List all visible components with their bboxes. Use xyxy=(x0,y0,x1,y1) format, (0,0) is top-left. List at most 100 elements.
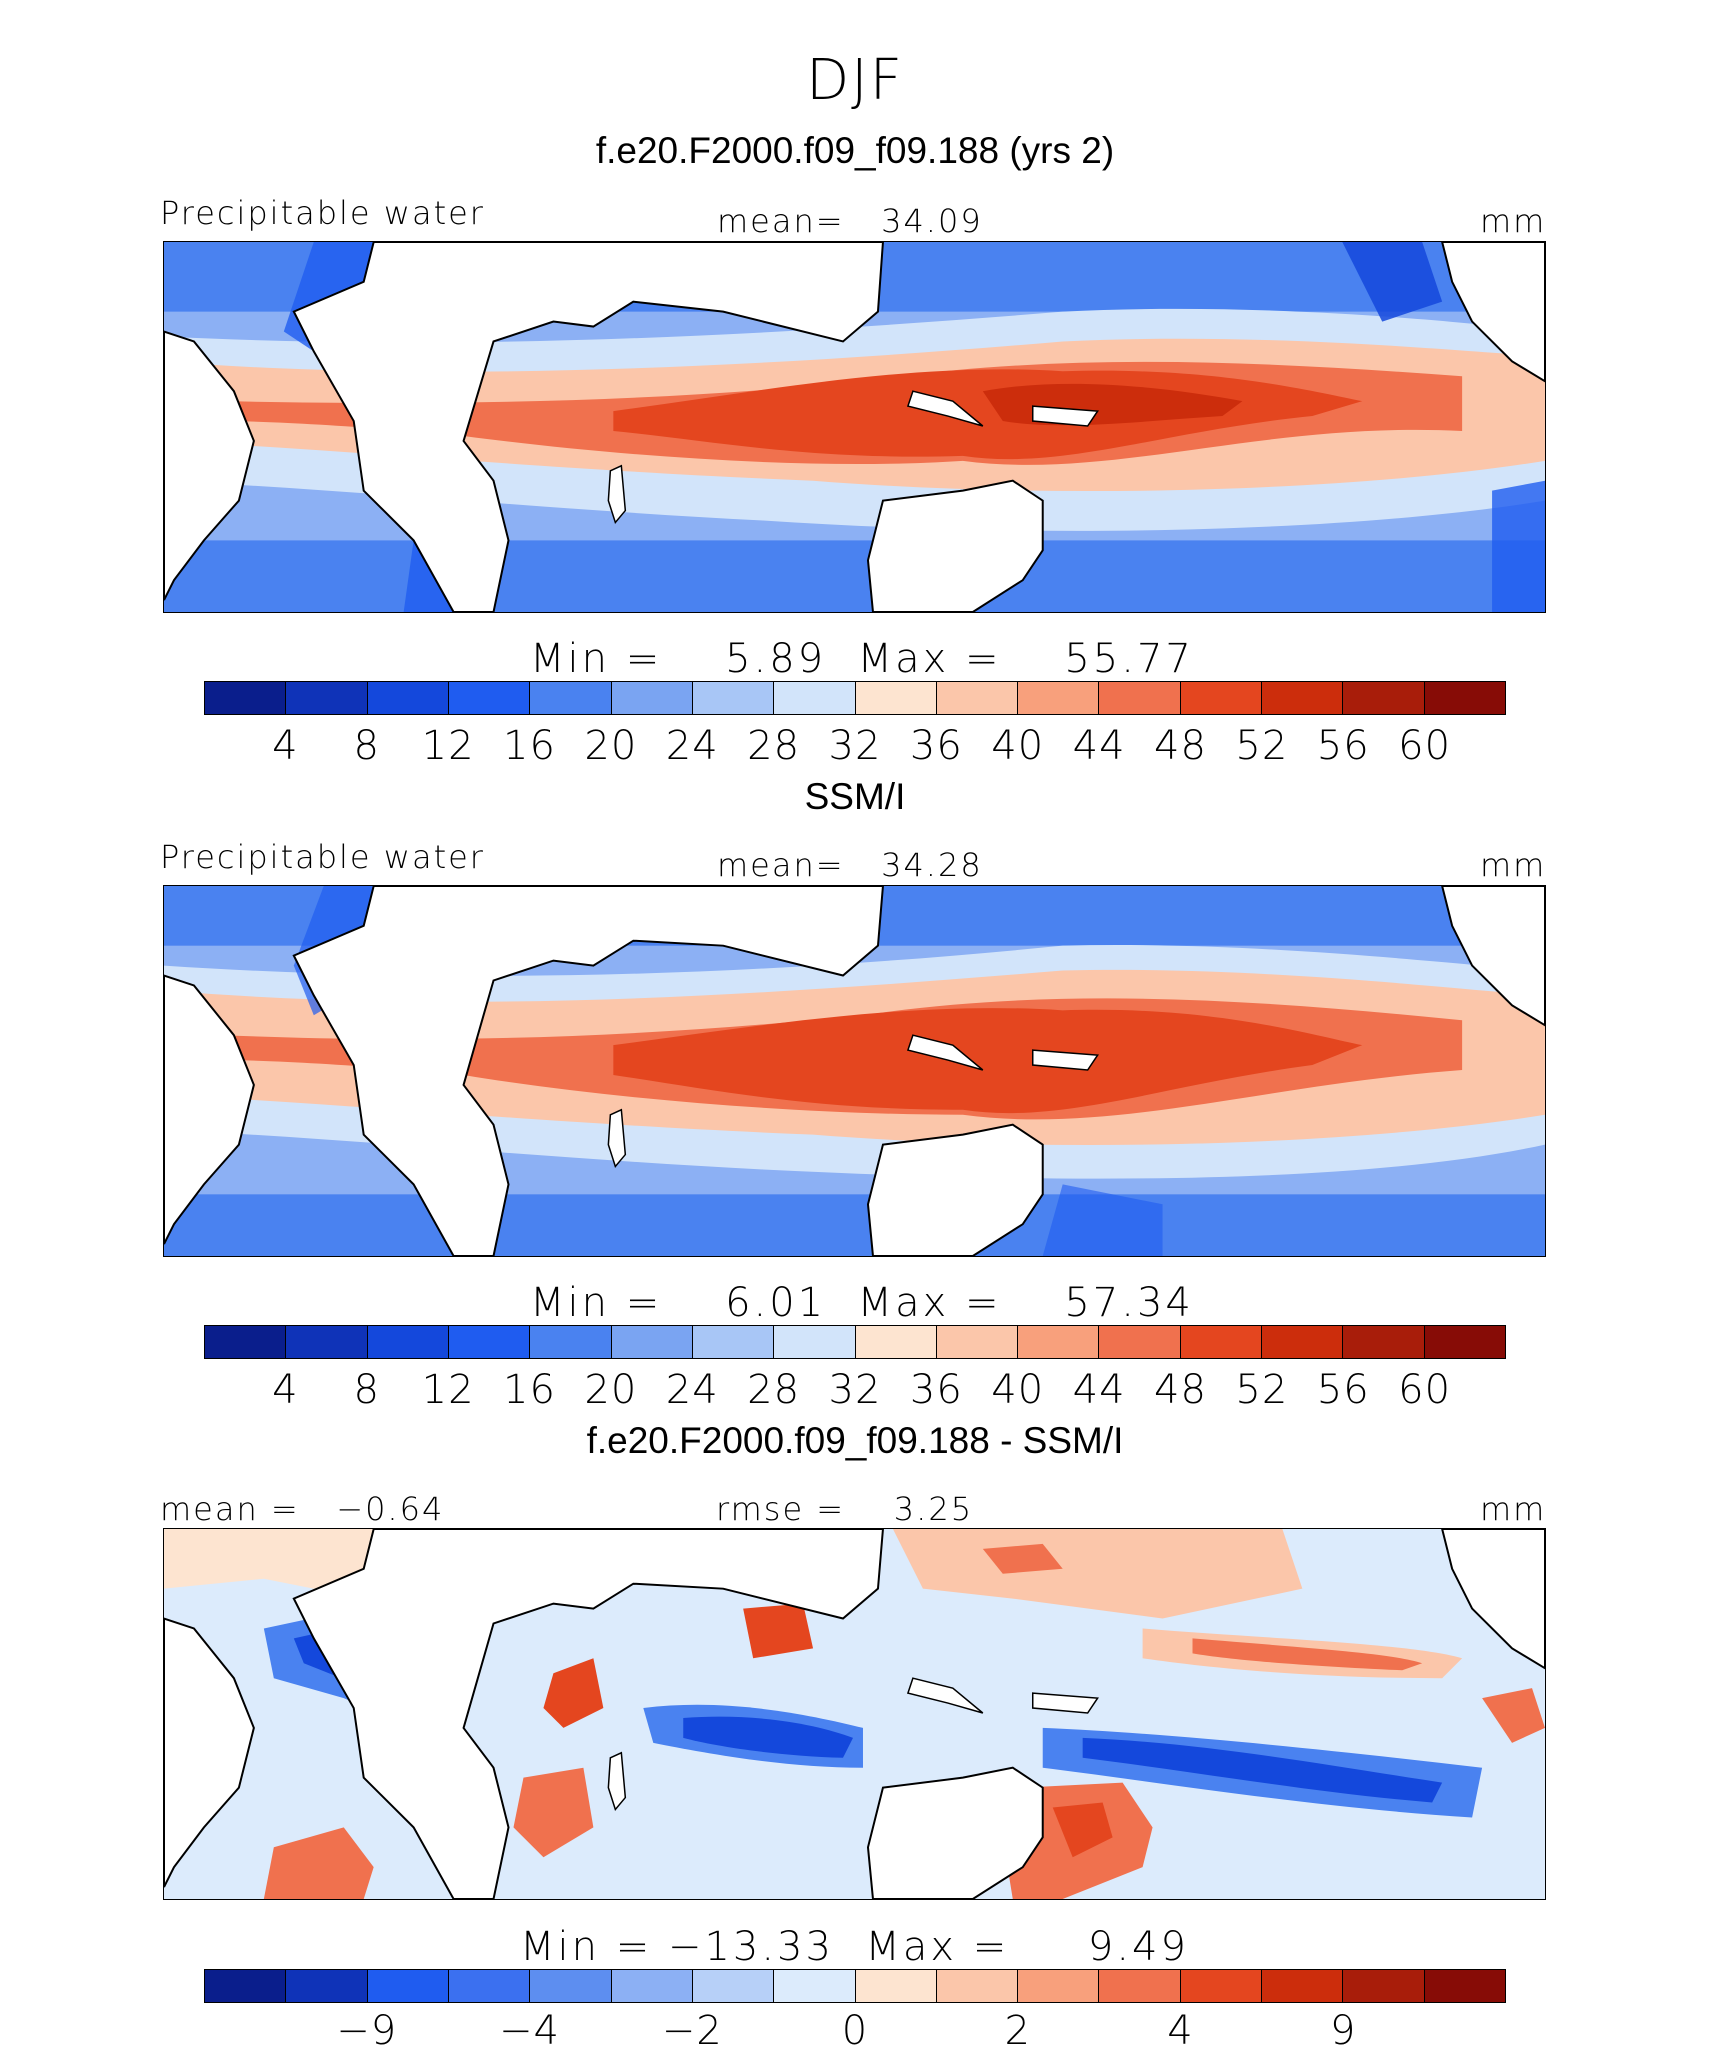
panel3-minmax: Min = −13.33 Max = 9.49 xyxy=(520,1924,1189,1970)
colorbar-swatch xyxy=(1180,682,1263,714)
panel3-units: mm xyxy=(1480,1490,1547,1528)
colorbar-tick-label: 16 xyxy=(503,1367,556,1413)
colorbar-swatch xyxy=(855,1970,937,2002)
figure-title: DJF xyxy=(806,48,904,113)
panel1-map-field xyxy=(164,242,1545,612)
panel2-minmax: Min = 6.01 Max = 57.34 xyxy=(530,1280,1194,1326)
colorbar-swatch xyxy=(286,1326,368,1358)
colorbar-swatch xyxy=(1424,1326,1505,1358)
colorbar-swatch xyxy=(936,1970,1019,2002)
colorbar-tick-label: 24 xyxy=(665,723,719,769)
colorbar-tick-label: 9 xyxy=(1330,2008,1357,2054)
colorbar-swatch xyxy=(774,1970,856,2002)
colorbar-swatch xyxy=(692,1970,775,2002)
colorbar-tick-label: 8 xyxy=(353,723,380,769)
colorbar-swatch xyxy=(1262,1970,1344,2002)
panel2-variable-label: Precipitable water xyxy=(160,838,485,876)
colorbar-swatch xyxy=(448,1326,531,1358)
colorbar-tick-label: −4 xyxy=(499,2008,560,2054)
colorbar-swatch xyxy=(1099,1970,1181,2002)
colorbar-tick-label: 20 xyxy=(584,1367,638,1413)
colorbar-tick-label: 2 xyxy=(1004,2008,1031,2054)
colorbar-swatch xyxy=(936,682,1019,714)
colorbar-swatch xyxy=(1343,682,1425,714)
colorbar-tick-label: 40 xyxy=(991,723,1045,769)
panel3-map xyxy=(163,1528,1546,1900)
colorbar-swatch xyxy=(855,682,937,714)
panel2-units: mm xyxy=(1480,846,1547,884)
colorbar-swatch xyxy=(611,1970,693,2002)
colorbar-swatch xyxy=(1424,682,1505,714)
colorbar-swatch xyxy=(367,1970,449,2002)
panel1-title: f.e20.F2000.f09_f09.188 (yrs 2) xyxy=(595,130,1115,171)
panel2-colorbar xyxy=(204,1325,1506,1359)
colorbar-tick-label: 32 xyxy=(828,1367,882,1413)
colorbar-swatch xyxy=(1343,1326,1425,1358)
panel2-mean-label: mean= 34.28 xyxy=(717,846,983,884)
colorbar-swatch xyxy=(1018,682,1100,714)
colorbar-tick-label: 44 xyxy=(1072,723,1126,769)
colorbar-tick-label: 20 xyxy=(584,723,638,769)
panel2-title: SSM/I xyxy=(804,776,906,817)
colorbar-swatch xyxy=(205,1970,287,2002)
colorbar-swatch xyxy=(530,1326,612,1358)
colorbar-swatch xyxy=(367,682,449,714)
colorbar-swatch xyxy=(1262,1326,1344,1358)
colorbar-tick-label: 8 xyxy=(353,1367,380,1413)
panel3-rmse-label: rmse = 3.25 xyxy=(716,1490,974,1528)
colorbar-tick-label: 60 xyxy=(1398,723,1452,769)
colorbar-tick-label: 60 xyxy=(1398,1367,1452,1413)
colorbar-tick-label: 36 xyxy=(909,723,963,769)
colorbar-tick-label: −9 xyxy=(336,2008,398,2054)
colorbar-tick-label: 40 xyxy=(991,1367,1045,1413)
panel1-mean-label: mean= 34.09 xyxy=(717,202,983,240)
colorbar-tick-label: 52 xyxy=(1235,1367,1289,1413)
colorbar-swatch xyxy=(1180,1970,1263,2002)
panel1-variable-label: Precipitable water xyxy=(160,194,485,232)
colorbar-tick-label: 12 xyxy=(421,1367,475,1413)
panel2-map xyxy=(163,885,1546,1257)
colorbar-swatch xyxy=(286,682,368,714)
panel3-mean-label: mean = −0.64 xyxy=(160,1490,445,1528)
colorbar-tick-label: 56 xyxy=(1316,1367,1370,1413)
colorbar-tick-label: 32 xyxy=(828,723,882,769)
colorbar-tick-label: 16 xyxy=(503,723,556,769)
colorbar-swatch xyxy=(1180,1326,1263,1358)
colorbar-swatch xyxy=(1424,1970,1505,2002)
colorbar-tick-label: 48 xyxy=(1154,723,1207,769)
colorbar-swatch xyxy=(530,682,612,714)
panel1-colorbar xyxy=(204,681,1506,715)
panel1-map xyxy=(163,241,1546,613)
panel2-map-field xyxy=(164,886,1545,1256)
colorbar-tick-label: 28 xyxy=(747,723,801,769)
panel1-units: mm xyxy=(1480,202,1547,240)
colorbar-tick-label: 48 xyxy=(1154,1367,1207,1413)
colorbar-swatch xyxy=(692,1326,775,1358)
colorbar-swatch xyxy=(448,682,531,714)
colorbar-tick-label: 28 xyxy=(747,1367,801,1413)
colorbar-tick-label: 44 xyxy=(1072,1367,1126,1413)
panel3-colorbar xyxy=(204,1969,1506,2003)
colorbar-swatch xyxy=(774,1326,856,1358)
colorbar-swatch xyxy=(286,1970,368,2002)
colorbar-tick-label: 4 xyxy=(1167,2008,1194,2054)
colorbar-swatch xyxy=(936,1326,1019,1358)
colorbar-swatch xyxy=(367,1326,449,1358)
colorbar-swatch xyxy=(1343,1970,1425,2002)
colorbar-tick-label: 12 xyxy=(421,723,475,769)
colorbar-swatch xyxy=(1018,1326,1100,1358)
colorbar-swatch xyxy=(774,682,856,714)
panel3-map-field xyxy=(164,1529,1545,1899)
colorbar-swatch xyxy=(1099,682,1181,714)
colorbar-tick-label: 52 xyxy=(1235,723,1289,769)
panel1-minmax: Min = 5.89 Max = 55.77 xyxy=(530,636,1194,682)
colorbar-swatch xyxy=(205,682,287,714)
colorbar-swatch xyxy=(530,1970,612,2002)
colorbar-tick-label: 24 xyxy=(665,1367,719,1413)
colorbar-swatch xyxy=(611,1326,693,1358)
colorbar-swatch xyxy=(1262,682,1344,714)
colorbar-swatch xyxy=(205,1326,287,1358)
colorbar-swatch xyxy=(692,682,775,714)
colorbar-tick-label: 56 xyxy=(1316,723,1370,769)
colorbar-tick-label: 0 xyxy=(841,2008,869,2054)
